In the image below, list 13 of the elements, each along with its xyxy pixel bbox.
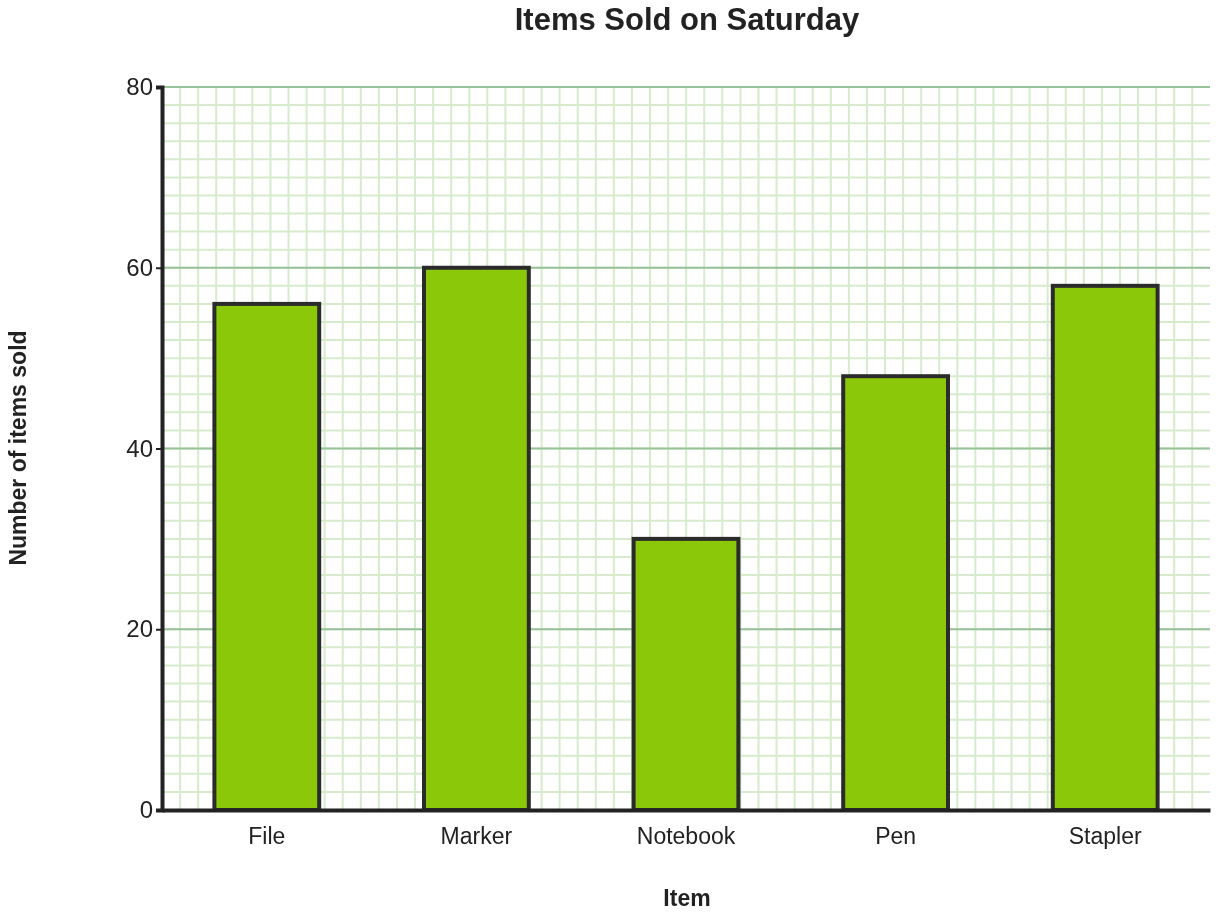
y-tick-label: 0 xyxy=(139,796,153,824)
y-axis-title: Number of items sold xyxy=(5,330,31,566)
x-tick-label: Notebook xyxy=(636,823,736,850)
x-axis-title: Item xyxy=(663,885,711,911)
chart-title: Items Sold on Saturday xyxy=(514,2,861,37)
x-tick-label: Pen xyxy=(875,823,917,850)
y-tick-label: 60 xyxy=(126,253,153,281)
x-tick-label: Stapler xyxy=(1068,823,1142,850)
x-tick-label: Marker xyxy=(440,823,513,850)
x-tick-label: File xyxy=(248,823,286,850)
y-tick-label: 80 xyxy=(126,73,153,101)
y-tick-label: 20 xyxy=(126,615,153,643)
y-tick-label: 40 xyxy=(126,434,153,462)
